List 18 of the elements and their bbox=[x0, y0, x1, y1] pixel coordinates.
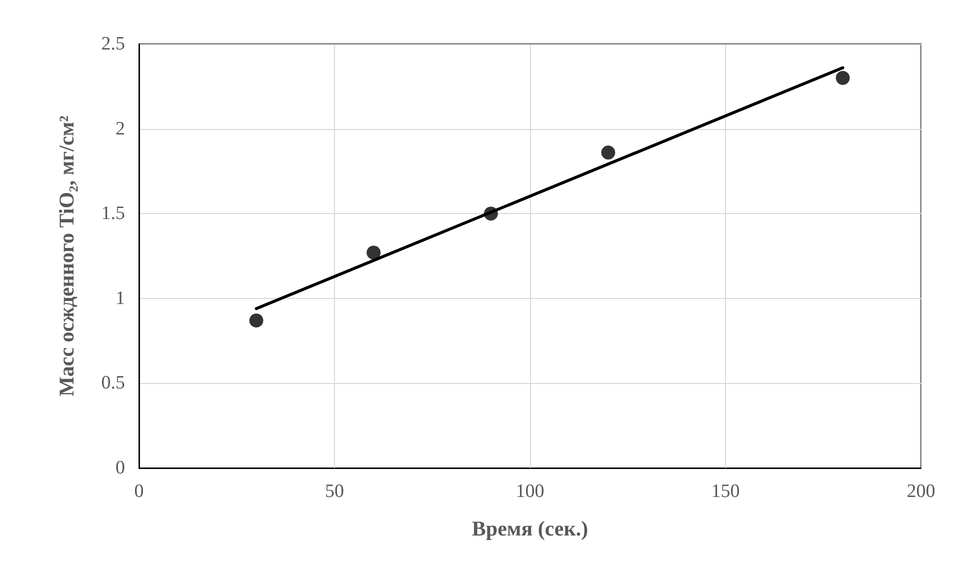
y-tick-label: 1 bbox=[116, 288, 125, 309]
y-tick-label: 0 bbox=[116, 458, 125, 478]
x-tick-label: 200 bbox=[906, 481, 936, 502]
point bbox=[366, 246, 381, 260]
y-axis-title: Масс осжденного TiO₂, мг/см² bbox=[54, 116, 78, 396]
x-tick-label: 50 bbox=[325, 481, 344, 502]
y-tick-label: 2.5 bbox=[101, 34, 125, 54]
point bbox=[601, 146, 616, 160]
y-tick-label: 0.5 bbox=[101, 372, 125, 394]
point bbox=[484, 206, 498, 221]
x-axis-title: Время (сек.) bbox=[472, 516, 588, 540]
x-tick-label: 150 bbox=[711, 481, 740, 502]
y-tick-label: 1.5 bbox=[101, 203, 125, 224]
point bbox=[836, 70, 850, 85]
point bbox=[249, 313, 264, 328]
y-tick-label: 2 bbox=[116, 118, 125, 140]
x-tick-label: 0 bbox=[134, 481, 144, 502]
x-tick-label: 100 bbox=[516, 481, 544, 502]
